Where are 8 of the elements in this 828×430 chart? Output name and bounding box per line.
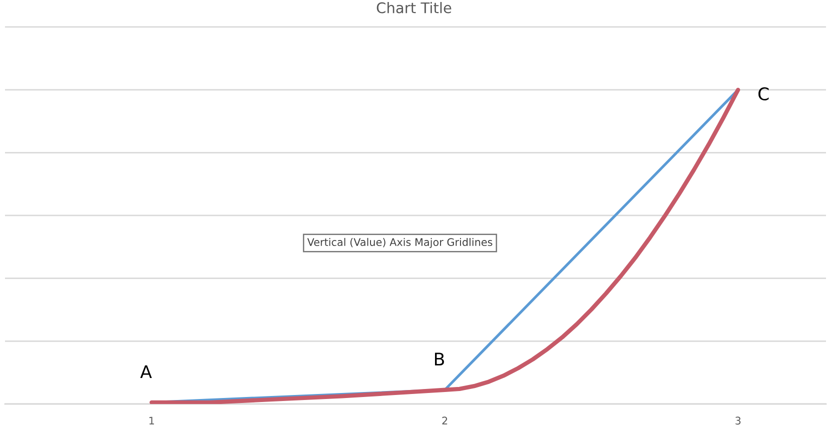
annotation: C [758, 87, 769, 100]
x-tick-label: 2 [442, 416, 448, 424]
annotation: B [435, 352, 444, 366]
x-tick-label: 3 [736, 416, 741, 425]
annotation: A [140, 365, 152, 378]
x-tick-label: 1 [149, 416, 154, 424]
annotation: Vertical (Value) Axis Major Gridlines [307, 238, 492, 248]
chart-title: Chart Title [376, 2, 452, 14]
